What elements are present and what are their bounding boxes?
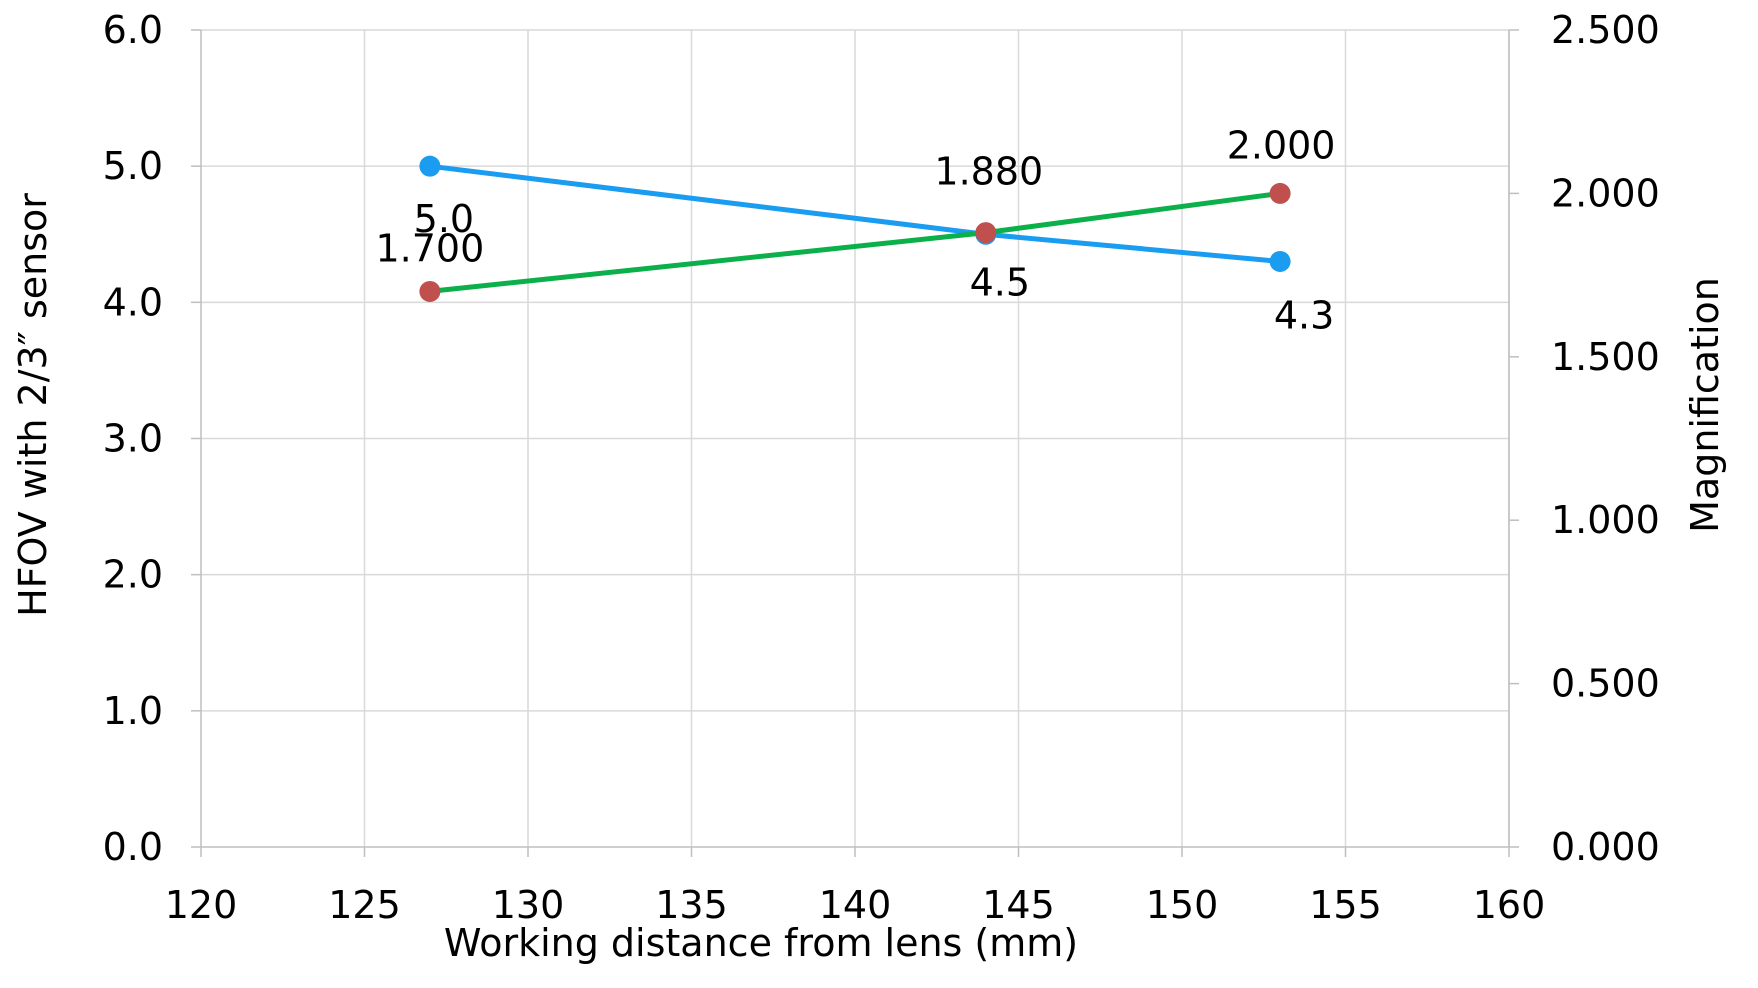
series-1-data-label: 4.5 bbox=[970, 260, 1030, 304]
y2-tick-label: 0.500 bbox=[1551, 662, 1660, 706]
series-2-data-label: 1.880 bbox=[934, 150, 1043, 194]
series-1-data-label: 5.0 bbox=[414, 197, 474, 241]
y-tick-label: 6.0 bbox=[103, 8, 163, 52]
y-tick-label: 0.0 bbox=[103, 825, 163, 869]
axes bbox=[191, 29, 1519, 857]
series-1-data-label: 4.3 bbox=[1274, 293, 1334, 337]
y2-axis-title: Magnification bbox=[1683, 277, 1727, 533]
y2-tick-label: 1.500 bbox=[1551, 335, 1660, 379]
x-tick-label: 120 bbox=[165, 883, 238, 927]
y-tick-label: 1.0 bbox=[103, 689, 163, 733]
x-tick-label: 130 bbox=[492, 883, 565, 927]
series-2-data-label: 1.700 bbox=[376, 226, 485, 270]
x-tick-label: 145 bbox=[982, 883, 1055, 927]
x-tick-label: 160 bbox=[1473, 883, 1546, 927]
grid bbox=[201, 29, 1510, 847]
y-tick-label: 3.0 bbox=[103, 417, 163, 461]
y-tick-label: 5.0 bbox=[103, 144, 163, 188]
series-1-point bbox=[1269, 250, 1291, 272]
data-labels: 5.0 4.5 4.3 1.700 1.880 2.000 bbox=[376, 123, 1336, 337]
y2-tick-label: 0.000 bbox=[1551, 825, 1660, 869]
x-tick-label: 150 bbox=[1146, 883, 1219, 927]
series-1-point bbox=[419, 155, 441, 177]
series-layer bbox=[419, 155, 1291, 302]
series-2-data-label: 2.000 bbox=[1227, 123, 1336, 167]
y-axis-title: HFOV with 2/3″ sensor bbox=[11, 193, 55, 617]
series-2-point bbox=[419, 280, 441, 302]
y2-tick-label: 1.000 bbox=[1551, 498, 1660, 542]
y-tick-label: 4.0 bbox=[103, 280, 163, 324]
x-tick-label: 140 bbox=[819, 883, 892, 927]
series-2-point bbox=[1269, 182, 1291, 204]
series-2-point bbox=[975, 222, 997, 244]
tick-labels: 120 125 130 135 140 145 150 155 160 0.0 1.0 2.0 3.0 4… bbox=[103, 8, 1660, 927]
y2-tick-label: 2.500 bbox=[1551, 8, 1660, 52]
x-axis-title: Working distance from lens (mm) bbox=[444, 921, 1078, 965]
x-tick-label: 135 bbox=[655, 883, 728, 927]
x-tick-label: 125 bbox=[328, 883, 401, 927]
y2-tick-label: 2.000 bbox=[1551, 171, 1660, 215]
x-tick-label: 155 bbox=[1309, 883, 1382, 927]
y-tick-label: 2.0 bbox=[103, 553, 163, 597]
